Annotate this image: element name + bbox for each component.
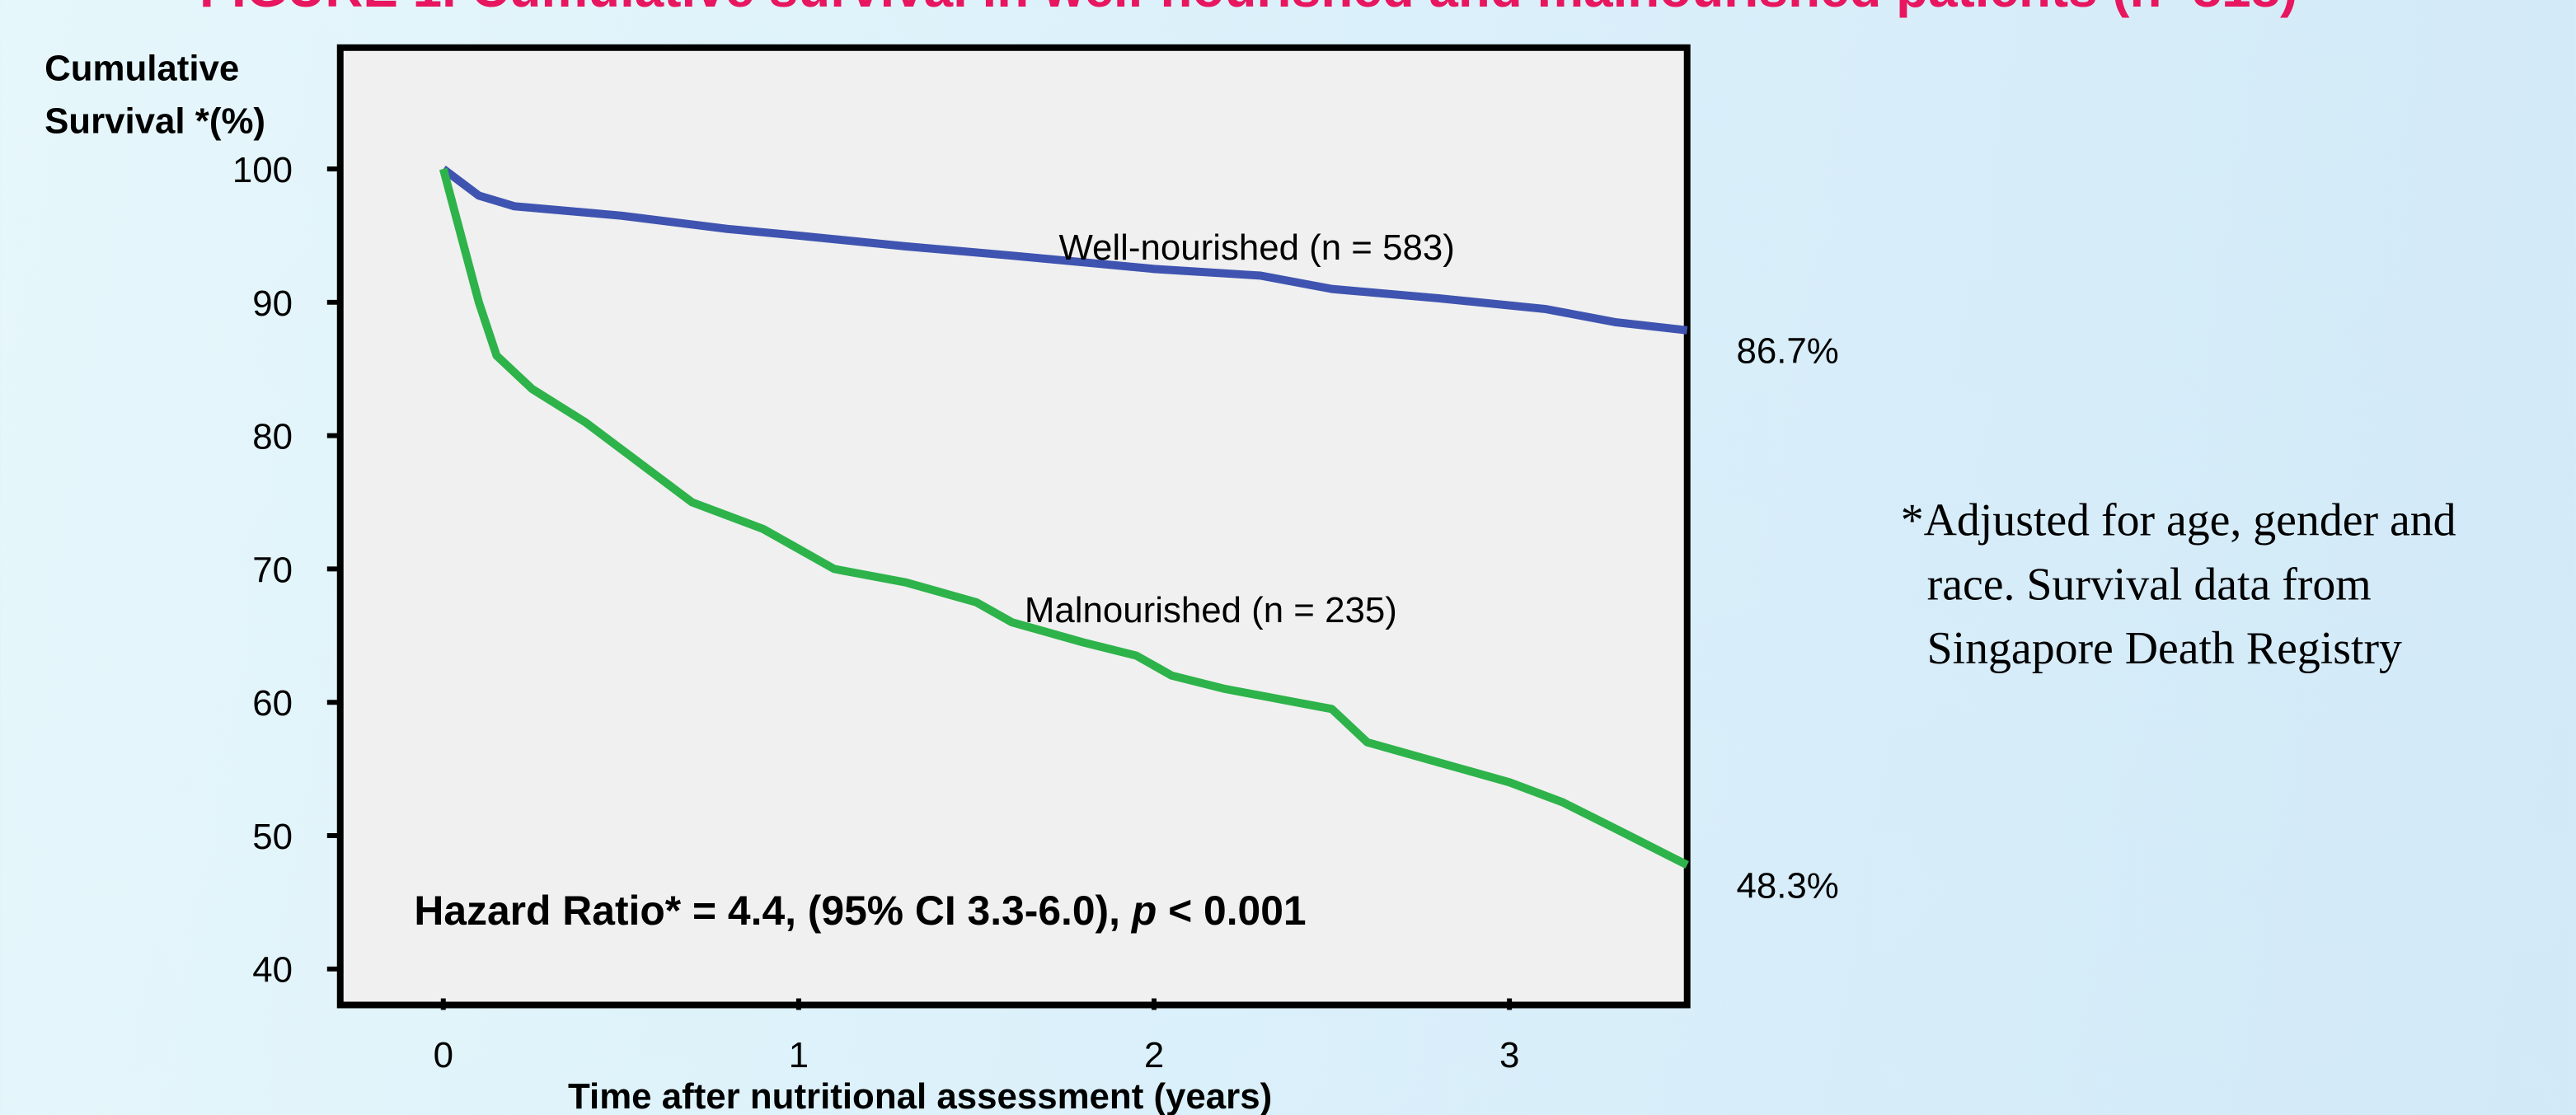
hazard-ratio: Hazard Ratio* = 4.4, (95% CI 3.3-6.0), p… bbox=[414, 888, 1306, 934]
footnote: race. Survival data from bbox=[1927, 559, 2372, 610]
series-label: Well-nourished (n = 583) bbox=[1058, 227, 1454, 268]
x-tick-label: 3 bbox=[1499, 1035, 1519, 1075]
hazard-ratio-text: < 0.001 bbox=[1157, 888, 1306, 934]
x-tick-label: 1 bbox=[789, 1035, 809, 1075]
y-axis-label: Survival *(%) bbox=[45, 101, 265, 141]
series-label: Malnourished (n = 235) bbox=[1025, 590, 1397, 630]
y-tick-label: 100 bbox=[232, 150, 293, 190]
y-axis-label: Cumulative bbox=[45, 49, 239, 89]
footnote: Singapore Death Registry bbox=[1927, 623, 2402, 674]
y-tick-label: 70 bbox=[252, 550, 293, 590]
x-axis-label: Time after nutritional assessment (years… bbox=[568, 1076, 1272, 1115]
hazard-ratio-p: p bbox=[1130, 888, 1157, 934]
hazard-ratio-text: Hazard Ratio* = 4.4, (95% CI 3.3-6.0), bbox=[414, 888, 1131, 934]
end-label: 48.3% bbox=[1736, 865, 1838, 906]
survival-line bbox=[440, 166, 1688, 335]
y-tick-label: 80 bbox=[252, 417, 293, 457]
x-tick-label: 2 bbox=[1144, 1035, 1164, 1075]
chart-title: FIGURE 1. Cumulative survival in well-no… bbox=[199, 0, 2297, 18]
footnote: *Adjusted for age, gender and bbox=[1901, 495, 2456, 546]
y-tick-label: 40 bbox=[252, 950, 293, 991]
end-label: 86.7% bbox=[1736, 331, 1838, 372]
y-tick-label: 50 bbox=[252, 817, 293, 857]
plot-area bbox=[336, 44, 1691, 1009]
survival-line bbox=[439, 167, 1689, 869]
x-tick-label: 0 bbox=[434, 1035, 453, 1075]
y-tick-label: 60 bbox=[252, 683, 293, 724]
y-tick-label: 90 bbox=[252, 283, 293, 324]
